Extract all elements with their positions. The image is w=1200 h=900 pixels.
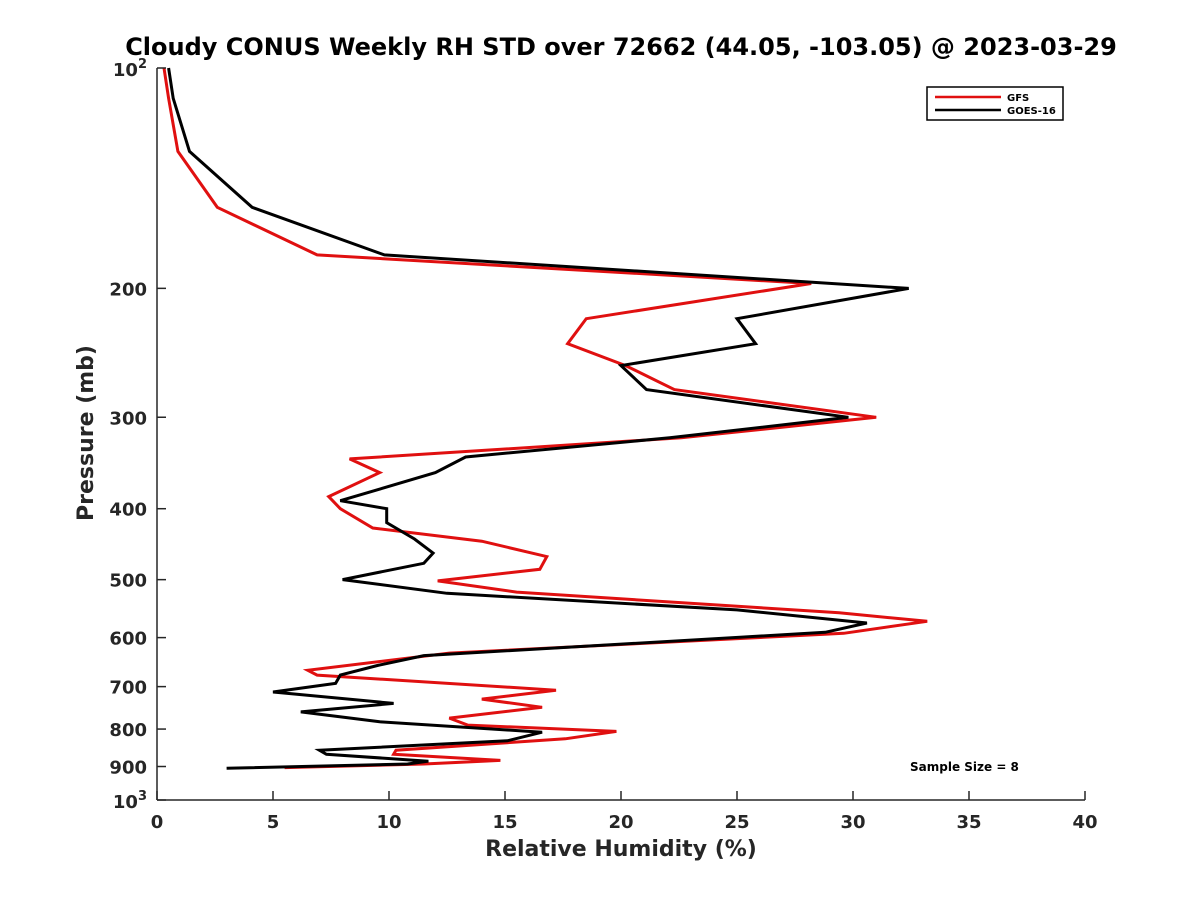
y-tick-label: 400 [109,500,147,521]
series-line-gfs [162,67,928,770]
y-tick-label: 200 [109,279,147,300]
legend-label-gfs: GFS [1007,93,1029,104]
x-tick-label: 35 [956,812,981,833]
legend-box [926,86,1064,121]
y-tick-label: 900 [109,758,147,779]
y-tick-label: 800 [109,720,147,741]
y-tick-label: 500 [109,571,147,592]
sample-size-annotation: Sample Size = 8 [910,760,1019,774]
x-axis-label: Relative Humidity (%) [485,837,757,862]
x-tick-label: 30 [840,812,865,833]
y-axis-label: Pressure (mb) [74,345,99,521]
y-tick-label: 600 [109,629,147,650]
legend: GFS GOES-16 [926,86,1064,121]
y-tick-label: 300 [109,408,147,429]
y-tick-label: 103 [113,789,147,813]
y-tick-label: 700 [109,678,147,699]
y-tick-label: 102 [113,57,147,81]
x-tick-label: 0 [151,812,164,833]
series-line-goes-16 [167,67,909,770]
x-tick-label: 20 [608,812,633,833]
x-tick-label: 5 [267,812,280,833]
chart-title: Cloudy CONUS Weekly RH STD over 72662 (4… [125,33,1117,61]
legend-label-goes-16: GOES-16 [1007,106,1056,117]
plot-area: 0 5 10 15 20 25 30 35 40 102 200 300 400 500 600 700 800… [109,57,1097,833]
x-tick-label: 15 [492,812,517,833]
x-tick-label: 25 [724,812,749,833]
x-tick-label: 40 [1072,812,1097,833]
x-tick-label: 10 [376,812,401,833]
